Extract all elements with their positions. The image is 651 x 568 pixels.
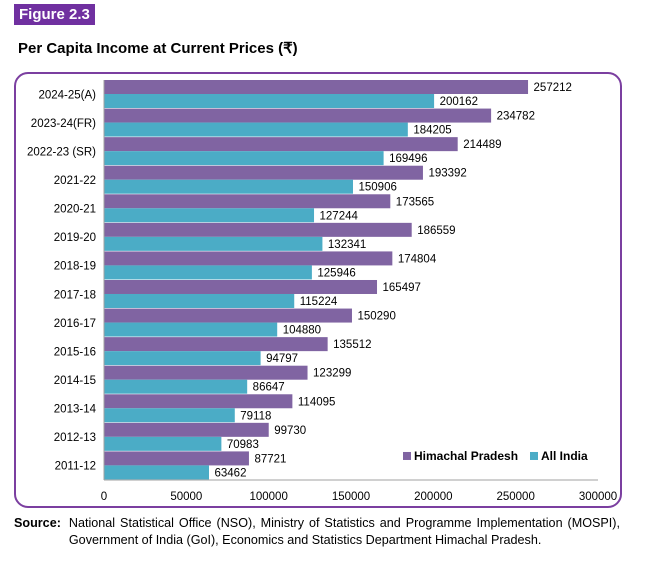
data-label: 169496 — [389, 153, 427, 165]
source-note: Source: National Statistical Office (NSO… — [14, 515, 620, 548]
data-label: 214489 — [463, 139, 501, 151]
data-label: 193392 — [428, 168, 466, 180]
data-label: 184205 — [413, 125, 451, 137]
data-label: 150906 — [358, 182, 396, 194]
data-label: 132341 — [328, 239, 366, 251]
data-label: 86647 — [253, 382, 285, 394]
y-category-label: 2022-23 (SR) — [27, 146, 96, 158]
bar-all-india — [104, 465, 210, 480]
bar-all-india — [104, 236, 323, 251]
y-category-label: 2021-22 — [54, 175, 96, 187]
x-tick-label: 100000 — [249, 491, 287, 503]
legend-label: Himachal Pradesh — [414, 449, 518, 463]
bar-himachal-pradesh — [104, 194, 391, 209]
data-label: 174804 — [398, 253, 437, 265]
legend-swatch — [530, 451, 538, 460]
data-label: 104880 — [283, 325, 321, 337]
data-label: 165497 — [383, 282, 421, 294]
source-text: National Statistical Office (NSO), Minis… — [68, 516, 620, 547]
data-label: 123299 — [313, 368, 351, 380]
x-tick-label: 300000 — [579, 491, 617, 503]
bar-all-india — [104, 408, 235, 423]
y-category-label: 2019-20 — [54, 232, 96, 244]
y-category-label: 2020-21 — [54, 204, 96, 216]
data-label: 173565 — [396, 196, 434, 208]
x-tick-label: 150000 — [332, 491, 370, 503]
legend-swatch — [403, 451, 411, 460]
y-category-label: 2014-15 — [54, 375, 96, 387]
y-category-label: 2013-14 — [54, 404, 97, 416]
y-category-label: 2012-13 — [54, 432, 96, 444]
data-label: 115224 — [300, 296, 338, 308]
bar-all-india — [104, 351, 261, 366]
bar-all-india — [104, 379, 248, 394]
bar-all-india — [104, 293, 295, 308]
bar-all-india — [104, 322, 278, 337]
bar-himachal-pradesh — [104, 451, 249, 466]
x-tick-label: 0 — [101, 491, 107, 503]
bar-all-india — [104, 265, 312, 280]
bar-himachal-pradesh — [104, 394, 293, 409]
data-label: 125946 — [317, 267, 355, 279]
data-label: 257212 — [534, 82, 572, 94]
y-category-label: 2015-16 — [54, 346, 96, 358]
bar-all-india — [104, 179, 353, 194]
bar-himachal-pradesh — [104, 337, 328, 352]
source-label: Source: — [14, 516, 61, 530]
bar-himachal-pradesh — [104, 80, 529, 94]
figure-label: Figure 2.3 — [14, 4, 95, 25]
data-label: 114095 — [298, 396, 336, 408]
bar-all-india — [104, 151, 384, 166]
bar-himachal-pradesh — [104, 365, 308, 380]
data-label: 63462 — [215, 467, 247, 479]
bar-all-india — [104, 436, 222, 451]
bar-all-india — [104, 122, 408, 137]
y-category-label: 2016-17 — [54, 318, 96, 330]
bar-himachal-pradesh — [104, 165, 423, 180]
data-label: 99730 — [274, 425, 306, 437]
bar-all-india — [104, 208, 315, 223]
bar-himachal-pradesh — [104, 422, 269, 437]
x-tick-label: 250000 — [496, 491, 534, 503]
data-label: 94797 — [266, 353, 298, 365]
data-label: 150290 — [357, 311, 395, 323]
bar-chart: 0 50000 100000 150000 200000 250000 300000 2024… — [27, 80, 617, 503]
x-tick-label: 50000 — [170, 491, 202, 503]
legend-label: All India — [541, 449, 588, 463]
bar-himachal-pradesh — [104, 108, 492, 123]
data-label: 70983 — [227, 439, 259, 451]
chart-title: Per Capita Income at Current Prices (₹) — [18, 40, 298, 57]
bar-himachal-pradesh — [104, 137, 458, 152]
data-label: 127244 — [320, 210, 359, 222]
y-category-label: 2023-24(FR) — [31, 118, 96, 130]
y-category-label: 2024-25(A) — [38, 89, 96, 101]
y-category-label: 2011-12 — [55, 461, 96, 473]
y-category-label: 2017-18 — [54, 289, 96, 301]
bar-himachal-pradesh — [104, 308, 352, 323]
data-label: 79118 — [240, 410, 271, 422]
bar-himachal-pradesh — [104, 222, 412, 237]
bar-himachal-pradesh — [104, 251, 393, 266]
data-label: 186559 — [417, 225, 455, 237]
data-label: 200162 — [440, 96, 478, 108]
data-label: 135512 — [333, 339, 371, 351]
bar-himachal-pradesh — [104, 279, 378, 294]
y-category-label: 2018-19 — [54, 261, 96, 273]
data-label: 87721 — [254, 453, 286, 465]
data-label: 234782 — [497, 111, 535, 123]
chart-frame — [14, 72, 622, 508]
x-tick-label: 200000 — [414, 491, 452, 503]
bar-all-india — [104, 94, 435, 108]
